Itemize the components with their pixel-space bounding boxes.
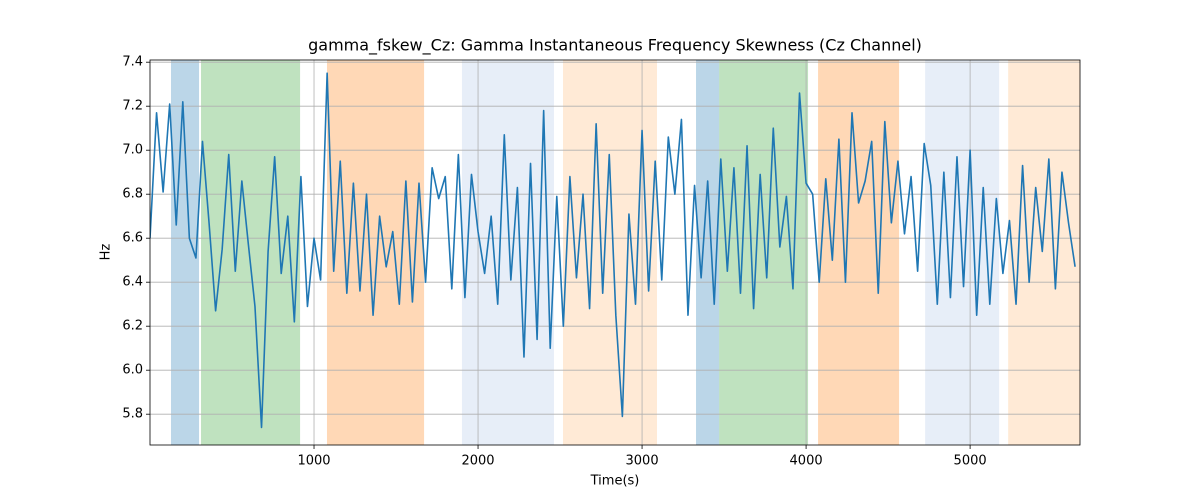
ticks: 1000 2000 3000 4000 5000 5.8 6.0 6.2 6.4 6.6 6.8 7.… [122, 55, 986, 469]
x-tick-label: 3000 [626, 454, 659, 469]
shaded-span [201, 60, 301, 445]
y-tick-label: 5.8 [122, 407, 143, 422]
shaded-span [563, 60, 657, 445]
shaded-span [326, 60, 425, 445]
shaded-span [719, 60, 809, 445]
y-tick-label: 6.6 [122, 231, 143, 246]
x-tick-label: 1000 [297, 454, 330, 469]
axes-frame [149, 59, 1081, 446]
y-tick-label: 6.4 [122, 275, 143, 290]
y-axis-label: Hz [99, 244, 114, 261]
x-axis-label: Time(s) [590, 474, 640, 489]
x-tick-label: 2000 [461, 454, 494, 469]
x-tick-label: 5000 [954, 454, 987, 469]
y-tick-label: 6.0 [122, 363, 143, 378]
y-tick-label: 6.2 [122, 319, 143, 334]
y-tick-label: 7.4 [122, 55, 143, 70]
shaded-span [461, 60, 554, 445]
shaded-span [818, 60, 900, 445]
plot-area [150, 72, 1076, 429]
y-tick-label: 7.2 [122, 99, 143, 114]
chart-title: gamma_fskew_Cz: Gamma Instantaneous Freq… [308, 36, 922, 56]
y-tick-label: 6.8 [122, 187, 143, 202]
grid [150, 60, 1080, 445]
shaded-span [696, 60, 720, 445]
shaded-span [1008, 60, 1080, 445]
data-line [150, 72, 1076, 429]
spans [170, 60, 1080, 445]
x-tick-label: 4000 [790, 454, 823, 469]
y-tick-label: 7.0 [122, 143, 143, 158]
